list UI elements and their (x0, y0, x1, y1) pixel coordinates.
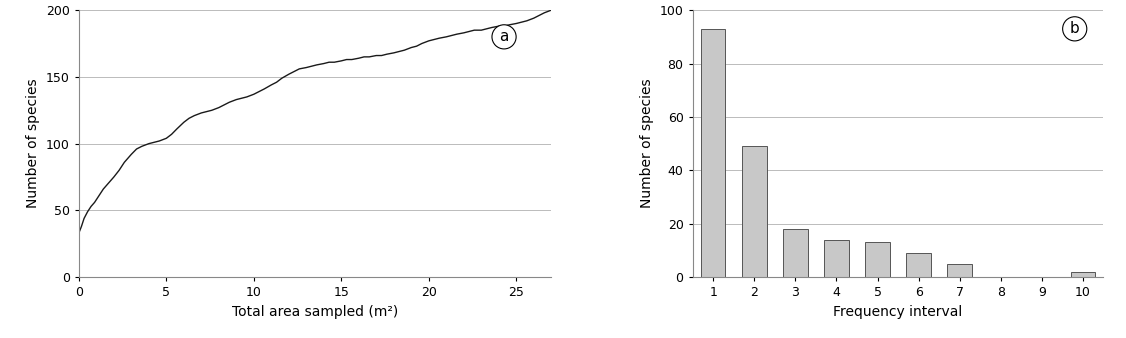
Text: a: a (499, 29, 509, 44)
Bar (700, 29, 725, 277)
Bar (824, 240, 849, 277)
Y-axis label: Number of species: Number of species (26, 79, 41, 209)
Y-axis label: Number of species: Number of species (641, 79, 654, 209)
Bar (1071, 272, 1096, 277)
X-axis label: Total area sampled (m²): Total area sampled (m²) (232, 305, 399, 319)
Bar (865, 242, 890, 277)
Bar (783, 229, 807, 277)
Bar (947, 264, 972, 277)
X-axis label: Frequency interval: Frequency interval (833, 305, 963, 319)
Bar (742, 146, 767, 277)
Bar (906, 253, 931, 277)
Text: b: b (1070, 21, 1080, 36)
